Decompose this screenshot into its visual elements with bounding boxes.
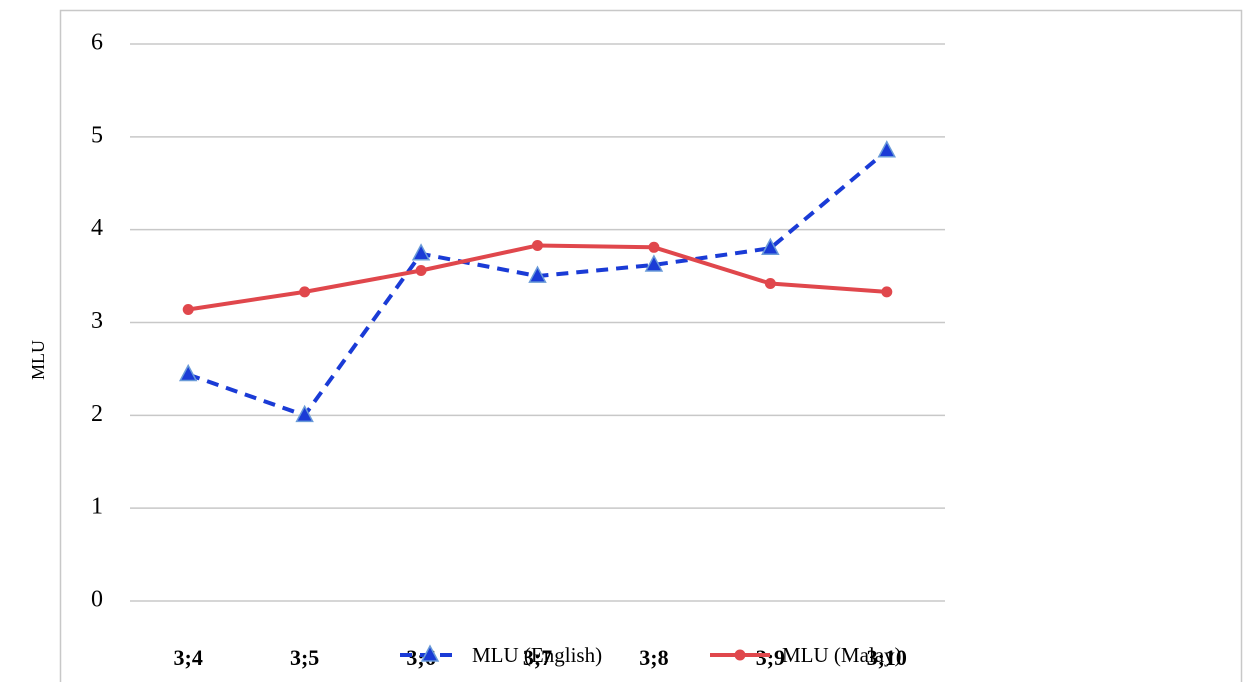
data-point	[764, 278, 776, 290]
data-point	[415, 265, 427, 277]
data-point	[299, 286, 311, 298]
data-point	[528, 265, 547, 283]
y-tick-label: 5	[91, 122, 103, 148]
chart-frame	[59, 9, 1243, 682]
data-point	[178, 363, 198, 382]
data-point	[648, 241, 660, 253]
y-tick-label: 0	[91, 587, 103, 613]
data-point	[644, 254, 664, 272]
x-tick-label: 3;9	[756, 645, 785, 670]
x-tick-label: 3;7	[523, 645, 552, 670]
x-tick-label: 3;10	[867, 645, 907, 670]
x-tick-label: 3;8	[639, 645, 668, 670]
legend-label: MLU (Malay)	[782, 643, 902, 667]
y-axis-title: MLU	[28, 340, 48, 380]
data-point	[295, 404, 314, 423]
data-point	[881, 286, 893, 298]
y-tick-label: 6	[91, 30, 103, 56]
data-point	[182, 304, 194, 316]
y-tick-label: 4	[91, 215, 103, 241]
data-point	[532, 239, 543, 251]
data-point	[761, 237, 780, 255]
x-tick-label: 3;4	[174, 645, 203, 670]
data-point	[877, 140, 897, 158]
y-tick-label: 2	[91, 401, 103, 427]
y-tick-label: 3	[91, 308, 103, 334]
legend-label: MLU (English)	[472, 643, 602, 667]
data-point	[411, 243, 431, 261]
y-tick-label: 1	[91, 494, 103, 520]
legend-marker	[734, 649, 746, 661]
x-tick-label: 3;5	[290, 645, 319, 670]
legend-marker	[420, 644, 440, 662]
